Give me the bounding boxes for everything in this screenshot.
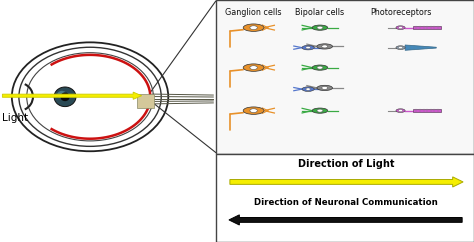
FancyArrow shape bbox=[2, 92, 142, 99]
Circle shape bbox=[322, 45, 328, 48]
Text: Ganglion cells: Ganglion cells bbox=[225, 8, 282, 17]
Ellipse shape bbox=[243, 64, 264, 71]
Bar bbox=[137, 94, 154, 108]
Ellipse shape bbox=[312, 108, 328, 113]
Ellipse shape bbox=[317, 44, 332, 49]
Ellipse shape bbox=[243, 107, 264, 114]
Ellipse shape bbox=[302, 45, 314, 50]
Circle shape bbox=[399, 46, 402, 49]
Circle shape bbox=[317, 109, 323, 112]
Polygon shape bbox=[405, 45, 436, 50]
Circle shape bbox=[399, 27, 402, 29]
Ellipse shape bbox=[57, 91, 66, 98]
Text: Photoreceptors: Photoreceptors bbox=[370, 8, 431, 17]
Bar bbox=[413, 109, 441, 112]
Circle shape bbox=[306, 46, 310, 49]
Ellipse shape bbox=[302, 87, 314, 91]
Ellipse shape bbox=[396, 46, 405, 50]
Circle shape bbox=[399, 110, 402, 112]
Circle shape bbox=[317, 26, 323, 29]
Bar bbox=[413, 26, 441, 29]
Circle shape bbox=[250, 26, 257, 30]
FancyArrow shape bbox=[229, 215, 462, 225]
FancyArrow shape bbox=[230, 177, 463, 187]
Ellipse shape bbox=[12, 42, 168, 151]
Ellipse shape bbox=[396, 26, 405, 30]
Bar bbox=[216, 154, 474, 242]
Ellipse shape bbox=[54, 87, 76, 106]
Ellipse shape bbox=[312, 25, 328, 30]
Bar bbox=[216, 0, 474, 154]
Text: Direction of Neuronal Communication: Direction of Neuronal Communication bbox=[254, 198, 438, 207]
Ellipse shape bbox=[317, 85, 332, 91]
Ellipse shape bbox=[60, 92, 70, 101]
Circle shape bbox=[250, 66, 257, 69]
Text: Direction of Light: Direction of Light bbox=[298, 159, 394, 169]
Circle shape bbox=[317, 66, 323, 69]
Ellipse shape bbox=[396, 109, 405, 113]
Text: Light: Light bbox=[2, 113, 28, 123]
Ellipse shape bbox=[312, 65, 328, 70]
Text: Bipolar cells: Bipolar cells bbox=[295, 8, 345, 17]
Circle shape bbox=[306, 88, 310, 90]
Circle shape bbox=[322, 86, 328, 90]
Ellipse shape bbox=[243, 24, 264, 31]
Circle shape bbox=[250, 109, 257, 113]
